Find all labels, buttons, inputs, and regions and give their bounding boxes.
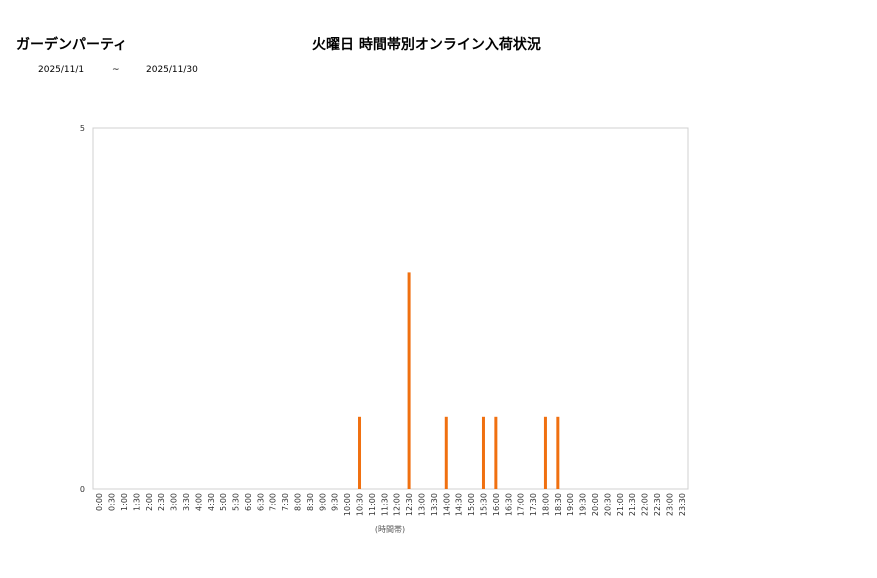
x-tick-label: 5:00 [219, 493, 228, 511]
x-tick-label: 4:30 [207, 493, 216, 511]
x-tick-label: 3:00 [170, 493, 179, 511]
x-tick-label: 21:30 [628, 493, 637, 516]
bar-series [358, 272, 560, 489]
x-tick-label: 16:00 [492, 493, 501, 516]
date-to: 2025/11/30 [146, 65, 198, 75]
x-tick-label: 9:30 [331, 493, 340, 511]
x-tick-label: 3:30 [182, 493, 191, 511]
y-tick-label: 5 [80, 124, 85, 133]
x-tick-label: 2:30 [157, 493, 166, 511]
x-tick-label: 17:00 [517, 493, 526, 516]
x-tick-label: 9:00 [318, 493, 327, 511]
x-tick-label: 8:00 [294, 493, 303, 511]
x-tick-label: 1:00 [120, 493, 129, 511]
x-tick-label: 2:00 [145, 493, 154, 511]
x-tick-label: 18:30 [554, 493, 563, 516]
x-tick-label: 0:00 [95, 493, 104, 511]
x-tick-label: 4:00 [194, 493, 203, 511]
date-separator: ~ [112, 65, 120, 75]
x-tick-label: 15:30 [479, 493, 488, 516]
x-tick-label: 8:30 [306, 493, 315, 511]
bar [556, 416, 560, 489]
plot-area [92, 127, 689, 490]
bar [543, 416, 547, 489]
x-tick-label: 18:00 [541, 493, 550, 516]
x-tick-label: 17:30 [529, 493, 538, 516]
x-tick-label: 7:00 [269, 493, 278, 511]
bar [444, 416, 448, 489]
x-tick-label: 0:30 [108, 493, 117, 511]
x-tick-label: 11:30 [380, 493, 389, 516]
x-tick-label: 19:00 [566, 493, 575, 516]
shop-name: ガーデンパーティ [16, 37, 128, 53]
x-tick-label: 23:30 [678, 493, 687, 516]
x-axis-title: (時間帯) [375, 524, 405, 534]
x-tick-label: 22:00 [641, 493, 650, 516]
x-tick-label: 13:30 [430, 493, 439, 516]
y-tick-label: 0 [80, 485, 85, 494]
x-tick-label: 10:00 [343, 493, 352, 516]
bar [481, 416, 485, 489]
x-tick-label: 14:30 [455, 493, 464, 516]
bar [407, 272, 411, 489]
x-tick-label: 7:30 [281, 493, 290, 511]
x-tick-label: 14:00 [442, 493, 451, 516]
chart-title: 火曜日 時間帯別オンライン入荷状況 [312, 37, 541, 53]
x-tick-label: 1:30 [132, 493, 141, 511]
x-tick-label: 15:00 [467, 493, 476, 516]
x-tick-label: 6:30 [256, 493, 265, 511]
x-tick-label: 22:30 [653, 493, 662, 516]
x-tick-label: 12:30 [405, 493, 414, 516]
x-tick-label: 20:00 [591, 493, 600, 516]
x-tick-label: 12:00 [393, 493, 402, 516]
x-axis-ticks: 0:00 0:30 1:00 1:30 2:00 2:30 3:00 3:30 4:00 4:30… [95, 493, 687, 516]
bar [358, 416, 362, 489]
x-tick-label: 6:00 [244, 493, 253, 511]
x-tick-label: 19:30 [579, 493, 588, 516]
x-tick-label: 10:30 [356, 493, 365, 516]
x-tick-label: 11:00 [368, 493, 377, 516]
x-tick-label: 20:30 [603, 493, 612, 516]
x-tick-label: 23:00 [665, 493, 674, 516]
x-tick-label: 5:30 [232, 493, 241, 511]
y-axis-ticks: 05 [80, 124, 85, 494]
x-tick-label: 16:30 [504, 493, 513, 516]
date-from: 2025/11/1 [38, 65, 85, 75]
x-tick-label: 13:00 [417, 493, 426, 516]
x-tick-label: 21:00 [616, 493, 625, 516]
bar [494, 416, 498, 489]
